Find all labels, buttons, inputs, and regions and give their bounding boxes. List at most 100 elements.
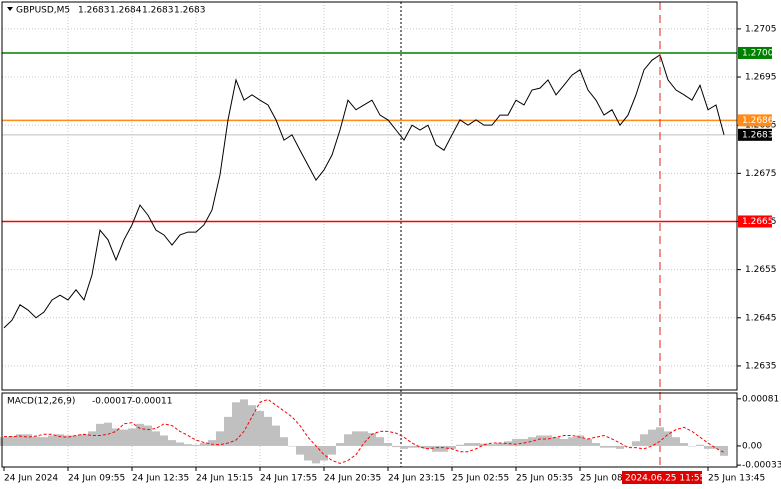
macd-bar [112, 428, 120, 446]
macd-bar [160, 435, 168, 446]
macd-bar [232, 402, 240, 446]
macd-bar [24, 434, 32, 446]
level-label: 1.2700 [742, 48, 774, 58]
macd-bar [88, 431, 96, 446]
y-tick-label: 1.2635 [745, 361, 777, 371]
x-tick-label: 24 Jun 15:15 [196, 474, 253, 484]
macd-bar [248, 405, 256, 446]
macd-bar [136, 423, 144, 446]
macd-bar [312, 445, 320, 464]
macd-bar [216, 431, 224, 446]
macd-value: -0.00017 [92, 397, 132, 407]
signal-value: -0.00011 [132, 397, 172, 407]
y-tick-label: 1.2655 [745, 265, 777, 275]
y-tick-label: 0.00 [742, 441, 762, 451]
current-price-label: 1.2683 [742, 130, 774, 140]
macd-bar [496, 443, 504, 446]
symbol-icon [7, 7, 13, 11]
macd-bar [648, 429, 656, 446]
macd-bar [472, 443, 480, 446]
current-price-box [738, 128, 772, 141]
macd-bar [560, 438, 568, 446]
crosshair-label: 2024.06.25 11:55 [625, 474, 705, 484]
macd-bar [120, 429, 128, 446]
y-tick-label: 1.2645 [745, 313, 777, 323]
macd-bar [488, 444, 496, 446]
macd-bar [360, 431, 368, 446]
macd-bar [0, 437, 8, 446]
y-tick-label: 1.2705 [745, 24, 777, 34]
macd-bar [72, 435, 80, 446]
y-tick-label: 1.2695 [745, 73, 777, 83]
macd-bar [48, 435, 56, 446]
macd-bar [504, 441, 512, 446]
macd-bar [168, 440, 176, 446]
price-line [3, 54, 725, 329]
macd-bar [288, 445, 296, 447]
macd-bar [344, 434, 352, 446]
level-label-box [738, 114, 772, 127]
macd-bar [280, 437, 288, 446]
macd-bar [368, 433, 376, 446]
macd-bar [400, 445, 408, 449]
x-tick-label: 25 Jun 05:35 [516, 474, 573, 484]
macd-bar [56, 434, 64, 446]
macd-bar [192, 444, 200, 446]
signal-line [4, 398, 725, 464]
macd-bar [672, 437, 680, 446]
level-label: 1.2686 [742, 116, 774, 126]
macd-bar [392, 445, 400, 448]
macd-bar [176, 442, 184, 446]
x-tick-label: 24 Jun 23:15 [388, 474, 445, 484]
level-label-box [738, 46, 772, 59]
macd-bar [576, 435, 584, 446]
high: 1.2684 [110, 6, 142, 16]
macd-bar [256, 411, 264, 446]
macd-bar [328, 445, 336, 455]
macd-bar [408, 445, 416, 448]
x-tick-label: 24 Jun 17:55 [260, 474, 317, 484]
macd-bar [520, 438, 528, 446]
y-tick-label: -0.00033 [742, 461, 781, 471]
macd-bar [424, 445, 432, 449]
macd-bar [208, 440, 216, 446]
macd-panel-border [1, 392, 738, 468]
x-tick-label: 25 Jun 02:55 [452, 474, 509, 484]
x-tick-label: 25 Jun 13:45 [708, 474, 765, 484]
macd-bar [16, 434, 24, 446]
macd-bar [568, 437, 576, 446]
macd-bar [80, 434, 88, 446]
level-label: 1.2665 [742, 217, 774, 227]
macd-bar [688, 445, 696, 447]
macd-bar [696, 444, 704, 446]
macd-bar [536, 435, 544, 446]
macd-bar [512, 438, 520, 446]
macd-bar [600, 445, 608, 448]
macd-bar [584, 438, 592, 446]
macd-bar [272, 425, 280, 446]
y-tick-label: 0.00081 [742, 394, 779, 404]
x-tick-label: 25 Jun 08:15 [580, 474, 637, 484]
macd-bar [608, 445, 616, 448]
macd-bar [416, 445, 424, 448]
macd-bar [680, 443, 688, 446]
macd-bar [712, 445, 720, 449]
macd-bar [464, 443, 472, 446]
macd-bar [456, 444, 464, 446]
macd-bar [624, 445, 632, 447]
y-tick-label: 1.2675 [745, 169, 777, 179]
macd-bar [448, 445, 456, 449]
macd-title: MACD(12,26,9) [7, 397, 75, 407]
macd-bar [40, 437, 48, 446]
macd-bar [656, 427, 664, 446]
macd-bar [664, 431, 672, 446]
macd-bar [200, 443, 208, 446]
low: 1.2683 [142, 6, 174, 16]
macd-bar [32, 436, 40, 446]
macd-bar [264, 416, 272, 446]
macd-bar [544, 435, 552, 446]
marks [0, 2, 741, 471]
macd-bar [640, 434, 648, 446]
macd-bar [336, 443, 344, 446]
